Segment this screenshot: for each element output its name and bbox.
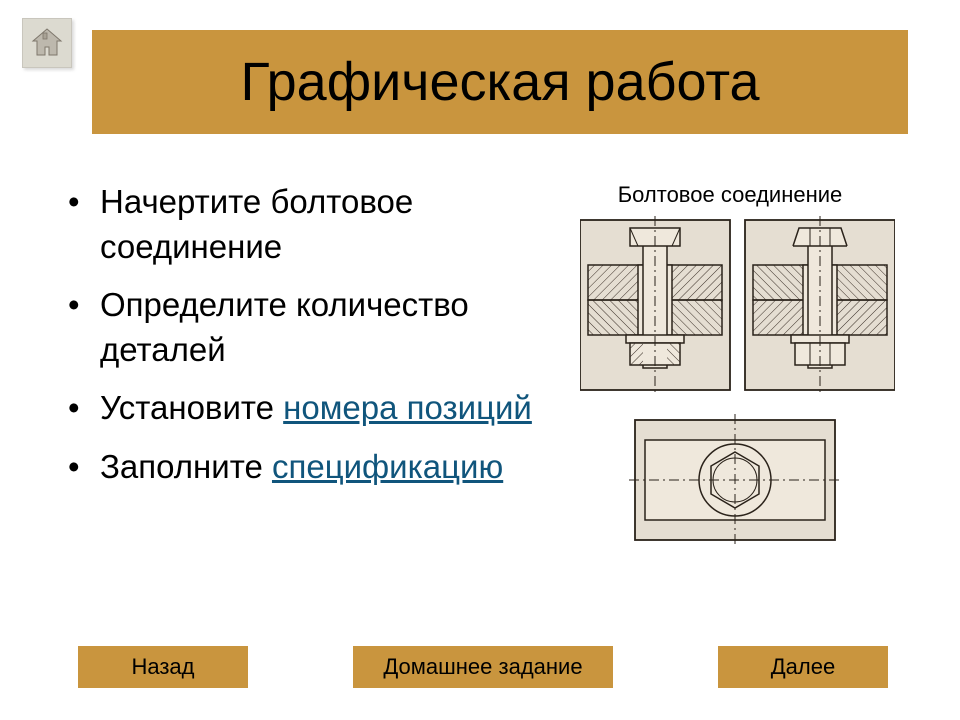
next-button[interactable]: Далее [718,646,888,688]
homework-button[interactable]: Домашнее задание [353,646,613,688]
list-item: Определите количество деталей [58,283,538,372]
list-item-text: Заполните [100,448,272,485]
specification-link[interactable]: спецификацию [272,448,503,485]
list-item: Установите номера позиций [58,386,538,431]
title-band: Графическая работа [92,30,908,134]
front-view [580,216,730,396]
diagram-caption: Болтовое соединение [580,182,880,208]
list-item-text: Начертите болтовое соединение [100,183,413,265]
nav-bar: Назад Домашнее задание Далее [0,646,960,688]
positions-link[interactable]: номера позиций [283,389,532,426]
side-view [745,216,895,396]
home-button[interactable] [22,18,72,68]
task-list: Начертите болтовое соединение Определите… [58,180,538,503]
bolt-joint-diagram [580,215,895,555]
top-view [629,414,841,546]
house-icon [29,25,65,61]
slide: Графическая работа Начертите болтовое со… [0,0,960,720]
list-item-text: Определите количество деталей [100,286,469,368]
list-item: Начертите болтовое соединение [58,180,538,269]
back-button[interactable]: Назад [78,646,248,688]
list-item: Заполните спецификацию [58,445,538,490]
page-title: Графическая работа [240,51,759,113]
list-item-text: Установите [100,389,283,426]
